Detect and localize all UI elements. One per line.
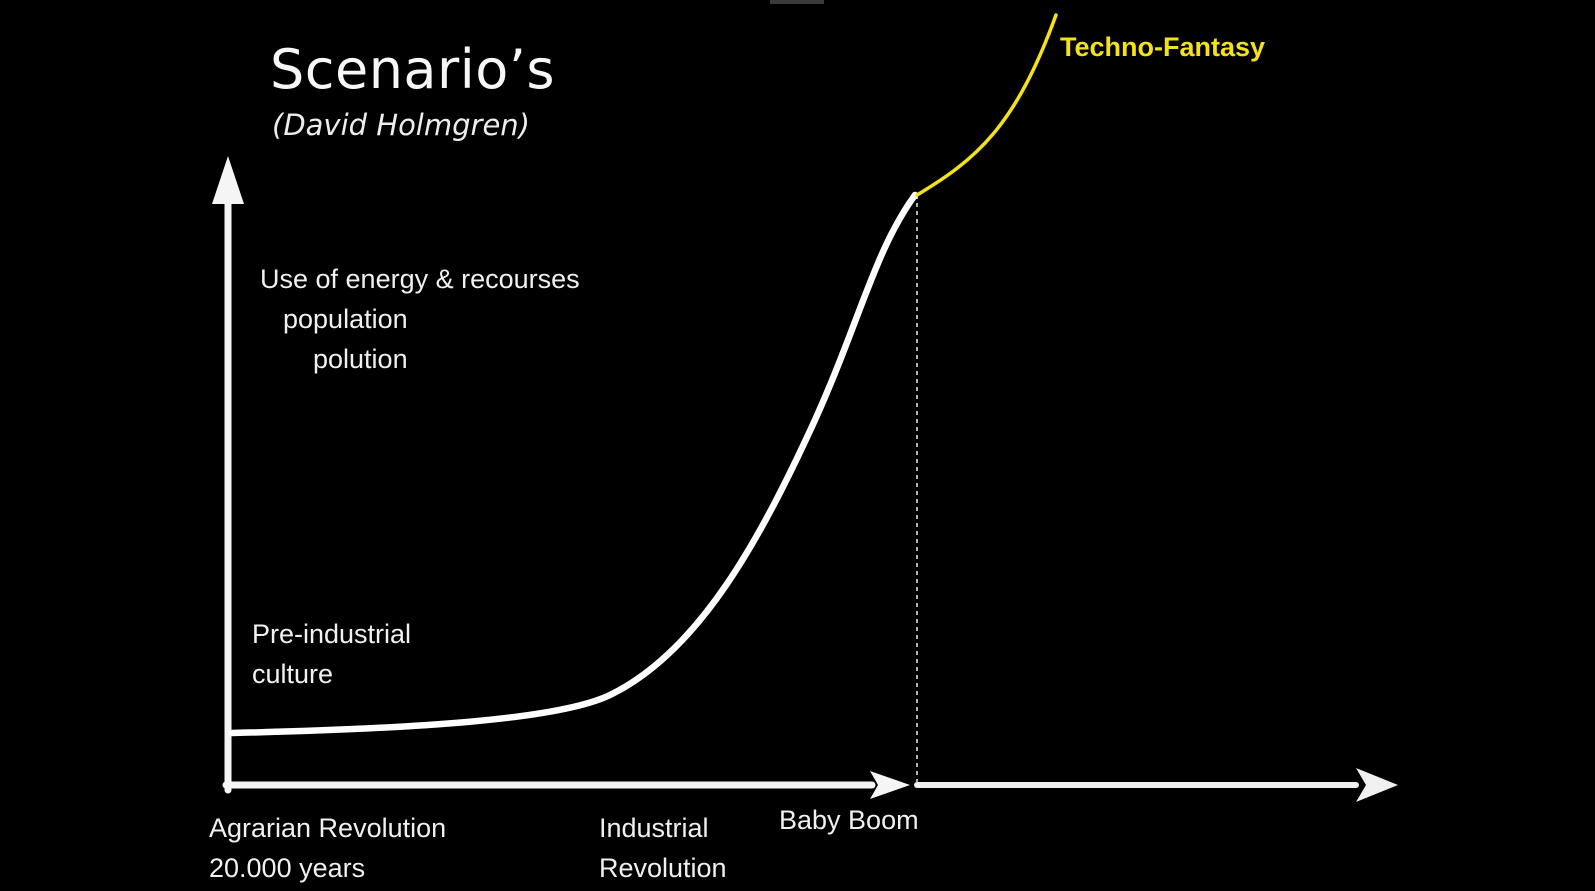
growth-curve [228,191,919,737]
agrarian-revolution-label: Agrarian Revolution 20.000 years [209,808,446,888]
y-axis-label-energy: Use of energy & recourses [260,264,580,294]
techno-fantasy-label: Techno-Fantasy [1060,32,1266,62]
slide-subtitle: (David Holmgren) [272,108,530,142]
industrial-revolution-label-line1: Industrial [599,813,709,843]
pre-industrial-label-line2: culture [252,659,334,689]
agrarian-revolution-label-line2: 20.000 years [209,853,366,883]
x-axis-arrowhead [870,771,910,799]
top-window-tab [770,0,824,4]
future-axis-arrowhead [1356,768,1398,802]
y-axis-label-pollution: polution [313,344,408,374]
industrial-revolution-label: Industrial Revolution [599,808,727,888]
slide-title: Scenario’s [270,38,556,101]
y-axis-arrowhead [212,156,244,204]
pre-industrial-label-line1: Pre-industrial [252,619,412,649]
y-axis-label-population: population [283,304,408,334]
agrarian-revolution-label-line1: Agrarian Revolution [209,813,447,843]
techno-fantasy-curve [915,13,1058,197]
baby-boom-label: Baby Boom [779,805,919,835]
pre-industrial-label: Pre-industrial culture [252,614,411,694]
industrial-revolution-label-line2: Revolution [599,853,727,883]
